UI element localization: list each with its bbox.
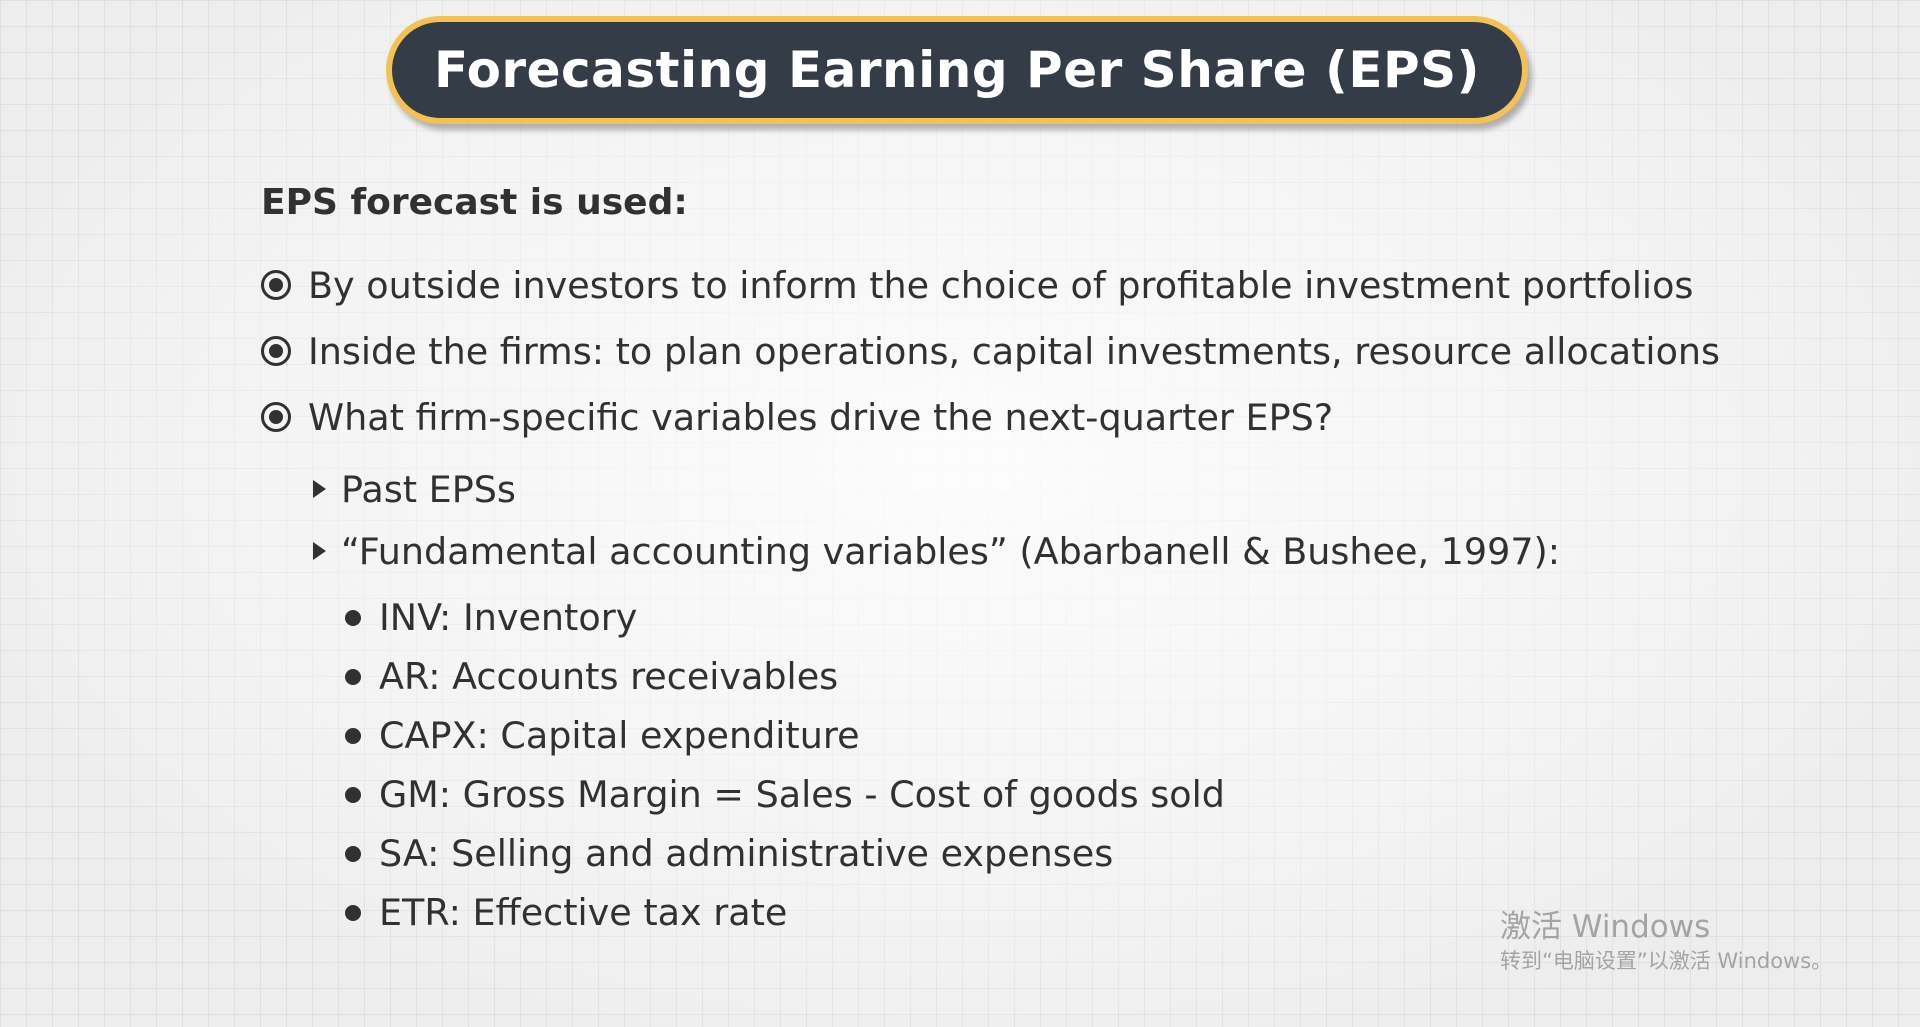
sub-bullet-item: “Fundamental accounting variables” (Abar… xyxy=(261,520,1721,582)
bullet-item: By outside investors to inform the choic… xyxy=(261,252,1721,318)
sub-bullet-item: Past EPSs xyxy=(261,458,1721,520)
sub-bullet-text: Past EPSs xyxy=(341,467,516,511)
variable-item: INV: Inventory xyxy=(261,588,1721,647)
triangle-bullet-icon xyxy=(313,480,326,498)
bullet-text: What firm-specific variables drive the n… xyxy=(308,395,1334,439)
bullet-item: Inside the firms: to plan operations, ca… xyxy=(261,318,1721,384)
variable-item: SA: Selling and administrative expenses xyxy=(261,824,1721,883)
intro-heading: EPS forecast is used: xyxy=(261,182,688,223)
variable-item: AR: Accounts receivables xyxy=(261,647,1721,706)
bullet-text: Inside the firms: to plan operations, ca… xyxy=(308,329,1721,373)
dot-bullet-icon xyxy=(345,668,361,685)
variable-text: GM: Gross Margin = Sales - Cost of goods… xyxy=(379,773,1225,816)
slide-content: EPS forecast is used: By outside investo… xyxy=(261,178,1721,942)
variable-item: ETR: Effective tax rate xyxy=(261,883,1721,942)
variable-text: INV: Inventory xyxy=(379,596,638,639)
dot-bullet-icon xyxy=(345,904,361,921)
variable-text: SA: Selling and administrative expenses xyxy=(379,832,1114,875)
radio-bullet-icon xyxy=(261,270,291,300)
dot-bullet-icon xyxy=(345,845,361,862)
watermark-subtitle: 转到“电脑设置”以激活 Windows。 xyxy=(1500,949,1833,973)
slide-title: Forecasting Earning Per Share (EPS) xyxy=(433,41,1481,99)
radio-bullet-icon xyxy=(261,336,291,366)
variable-item: CAPX: Capital expenditure xyxy=(261,706,1721,765)
bullet-item: What firm-specific variables drive the n… xyxy=(261,384,1721,450)
triangle-bullet-icon xyxy=(313,542,326,560)
dot-bullet-icon xyxy=(345,609,361,626)
bullet-text: By outside investors to inform the choic… xyxy=(308,263,1694,307)
windows-activation-watermark: 激活 Windows 转到“电脑设置”以激活 Windows。 xyxy=(1500,908,1832,976)
variable-text: AR: Accounts receivables xyxy=(379,655,839,698)
variable-text: CAPX: Capital expenditure xyxy=(379,714,860,757)
slide-title-banner: Forecasting Earning Per Share (EPS) xyxy=(386,16,1528,124)
radio-bullet-icon xyxy=(261,402,291,432)
sub-bullet-text: “Fundamental accounting variables” (Abar… xyxy=(341,529,1561,573)
variable-text: ETR: Effective tax rate xyxy=(379,891,788,934)
dot-bullet-icon xyxy=(345,727,361,744)
dot-bullet-icon xyxy=(345,786,361,803)
variable-item: GM: Gross Margin = Sales - Cost of goods… xyxy=(261,765,1721,824)
watermark-title: 激活 Windows xyxy=(1500,909,1711,945)
